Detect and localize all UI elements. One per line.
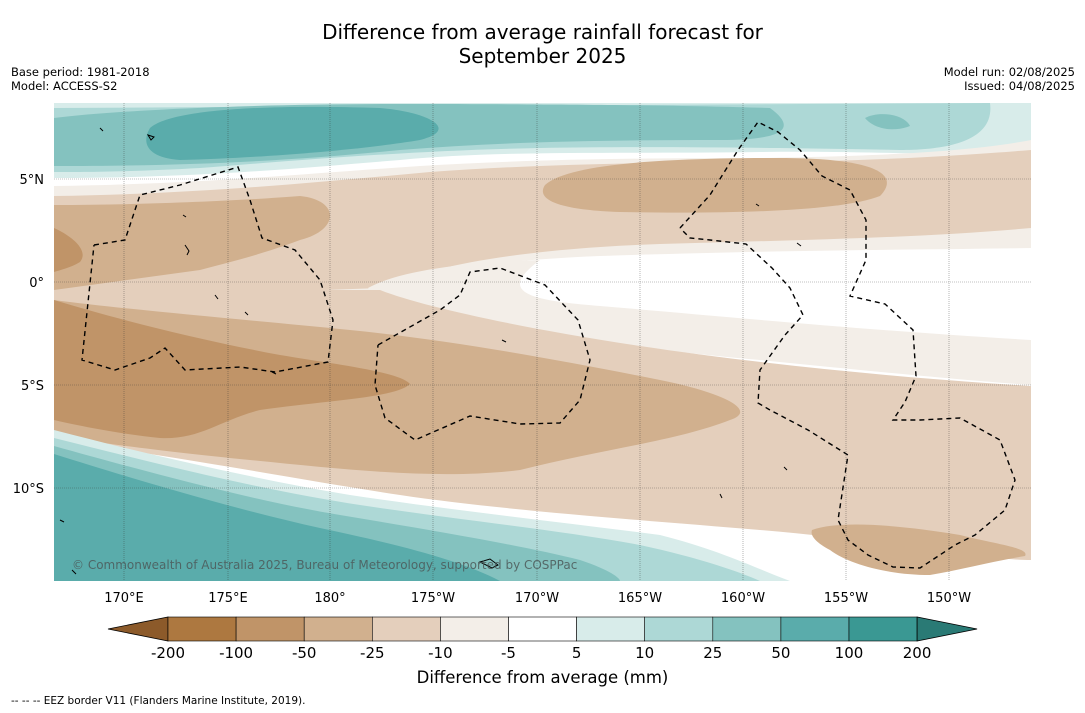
lon-label-175e: 175°E: [208, 591, 248, 606]
longitude-labels: 170°E 175°E 180° 175°W 170°W 165°W 160°W…: [104, 591, 971, 606]
equatorial-near-average: [368, 260, 1031, 385]
lon-label-165w: 165°W: [618, 591, 662, 606]
colorbar-bin: [371, 616, 441, 642]
colorbar-tick-label: -50: [292, 644, 317, 662]
colorbar-tick-label: 25: [703, 644, 722, 662]
north-dry-band-50: [54, 196, 330, 290]
meta-right: Model run: 02/08/2025 Issued: 04/08/2025: [944, 65, 1075, 93]
colorbar-bin: [508, 616, 577, 642]
colorbar-bin: [440, 616, 509, 642]
colorbar-tick-label: -100: [219, 644, 253, 662]
colorbar-bin: [167, 616, 237, 642]
colorbar-tick-label: -10: [428, 644, 453, 662]
copyright-notice: © Commonwealth of Australia 2025, Bureau…: [72, 558, 578, 572]
colorbar-tick-label: 50: [771, 644, 790, 662]
lat-label-5s: 5°S: [21, 379, 44, 394]
map-gridlines: [54, 103, 1031, 581]
colorbar-bin: [644, 616, 714, 642]
issued-date: Issued: 04/08/2025: [964, 79, 1075, 93]
lon-label-175w: 175°W: [411, 591, 455, 606]
equatorial-neutral: [500, 250, 1031, 330]
north-dry-band-50-east: [542, 158, 887, 213]
colorbar-extension-high: [916, 616, 978, 642]
eez-border-kiribati-gilbert: [81, 166, 334, 373]
colorbar-tick-label: 200: [903, 644, 932, 662]
lon-label-170w: 170°W: [515, 591, 559, 606]
title-line-2: September 2025: [458, 44, 627, 68]
north-wet-band-100: [146, 106, 439, 160]
eez-footnote: -- -- -- EEZ border V11 (Flanders Marine…: [11, 695, 306, 707]
colorbar-bin: [780, 616, 850, 642]
latitude-labels: 5°N 0° 5°S 10°S: [13, 173, 44, 497]
colorbar-tick-label: 5: [572, 644, 582, 662]
title-line-1: Difference from average rainfall forecas…: [322, 20, 763, 44]
colorbar: -200 -100 -50 -25 -10 -5 5 10 25 50 100 200: [107, 616, 978, 662]
eez-border-kiribati-phoenix: [374, 267, 591, 441]
map-area: [54, 103, 1031, 581]
meta-left: Base period: 1981-2018 Model: ACCESS-S2: [11, 65, 150, 93]
colorbar-tick-label: 100: [835, 644, 864, 662]
south-wet-band-100: [54, 454, 500, 581]
south-dry-band-100: [54, 300, 410, 439]
colorbar-extension-low: [107, 616, 169, 642]
eez-border-kiribati-line: [679, 121, 1016, 569]
colorbar-bin: [235, 616, 305, 642]
lat-label-10s: 10°S: [13, 482, 44, 497]
base-period: Base period: 1981-2018: [11, 65, 150, 79]
colorbar-tick-label: 10: [635, 644, 654, 662]
colorbar-bin: [576, 616, 645, 642]
colorbar-bin: [712, 616, 782, 642]
lon-label-150w: 150°W: [927, 591, 971, 606]
colorbar-bin: [303, 616, 373, 642]
lat-label-5n: 5°N: [20, 173, 45, 188]
lon-label-160w: 160°W: [721, 591, 765, 606]
colorbar-tick-label: -200: [151, 644, 185, 662]
colorbar-label: Difference from average (mm): [416, 668, 669, 687]
north-dry-patch-100: [54, 228, 83, 272]
north-wet-patch: [865, 114, 910, 130]
lat-label-0: 0°: [29, 276, 44, 291]
colorbar-tick-label: -25: [360, 644, 385, 662]
lon-label-180: 180°: [314, 591, 345, 606]
colorbar-bin: [848, 616, 918, 642]
islands: [59, 127, 802, 575]
colorbar-tick-label: -5: [501, 644, 516, 662]
eez-borders: [81, 121, 1016, 569]
model-run: Model run: 02/08/2025: [943, 65, 1075, 79]
model-name: Model: ACCESS-S2: [11, 79, 118, 93]
map-title: Difference from average rainfall forecas…: [0, 20, 1085, 68]
lon-label-170e: 170°E: [104, 591, 144, 606]
lon-label-155w: 155°W: [824, 591, 868, 606]
southeast-dry-patch: [811, 524, 1026, 575]
